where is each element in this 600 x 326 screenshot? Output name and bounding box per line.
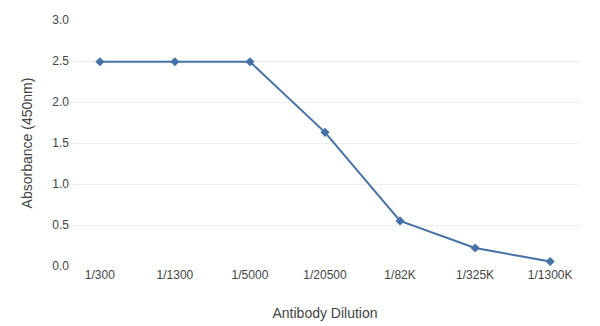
svg-text:1.0: 1.0 [52, 177, 69, 191]
svg-text:1/82K: 1/82K [384, 268, 415, 282]
svg-text:1/1300: 1/1300 [157, 268, 194, 282]
svg-text:0.5: 0.5 [52, 218, 69, 232]
svg-text:2.5: 2.5 [52, 54, 69, 68]
svg-text:2.0: 2.0 [52, 95, 69, 109]
svg-text:Antibody Dilution: Antibody Dilution [272, 305, 377, 321]
svg-text:1/1300K: 1/1300K [528, 268, 573, 282]
svg-text:0.0: 0.0 [52, 259, 69, 273]
svg-text:3.0: 3.0 [52, 13, 69, 27]
svg-text:1.5: 1.5 [52, 136, 69, 150]
svg-text:1/20500: 1/20500 [303, 268, 347, 282]
svg-text:1/300: 1/300 [85, 268, 115, 282]
svg-text:Absorbance (450nm): Absorbance (450nm) [19, 78, 35, 209]
svg-text:1/5000: 1/5000 [232, 268, 269, 282]
svg-text:1/325K: 1/325K [456, 268, 494, 282]
